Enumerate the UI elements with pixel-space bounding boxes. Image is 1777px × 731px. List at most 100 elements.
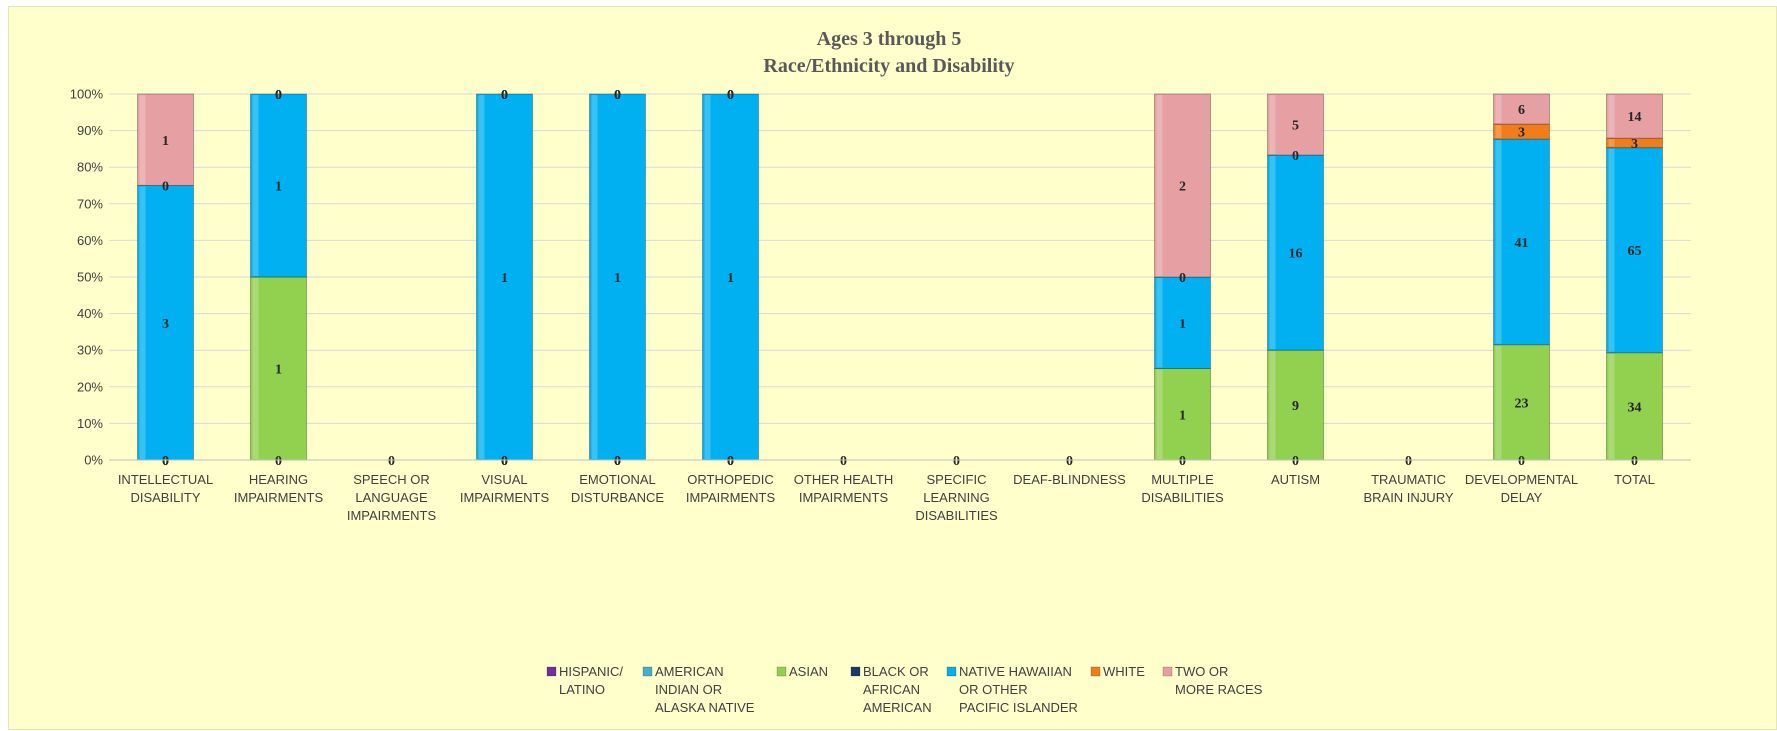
data-label: 9 (1292, 399, 1299, 414)
bar-highlight (1495, 95, 1502, 124)
bar-segment (1267, 93, 1324, 156)
category-label: TOTAL (1614, 472, 1655, 487)
data-label: 0 (1292, 149, 1299, 164)
legend-label: AFRICAN (863, 682, 920, 697)
data-label: 23 (1515, 396, 1529, 411)
data-label: 1 (1179, 408, 1186, 423)
legend-label: AMERICAN (655, 664, 724, 679)
category-label: IMPAIRMENTS (686, 490, 776, 505)
y-tick-label: 30% (77, 343, 103, 358)
y-tick-label: 60% (77, 233, 103, 248)
data-label: 0 (727, 88, 734, 103)
bar-highlight (1608, 353, 1615, 459)
category-label: LANGUAGE (355, 490, 428, 505)
data-label: 0 (501, 88, 508, 103)
legend-swatch (1090, 666, 1101, 677)
category-label: TRAUMATIC (1371, 472, 1446, 487)
data-label: 6 (1518, 103, 1525, 118)
bar-highlight (1269, 351, 1276, 459)
data-label: 0 (388, 454, 395, 469)
bar-highlight (1156, 95, 1163, 276)
data-label: 0 (614, 88, 621, 103)
data-label: 0 (1405, 454, 1412, 469)
category-label: DEAF-BLINDNESS (1013, 472, 1126, 487)
data-label: 0 (727, 454, 734, 469)
category-label: DELAY (1501, 490, 1543, 505)
legend-label: MORE RACES (1175, 682, 1263, 697)
category-label: HEARING (249, 472, 308, 487)
bar-segment (137, 93, 194, 186)
chart-title-line: Race/Ethnicity and Disability (763, 55, 1014, 77)
legend-label: AMERICAN (863, 700, 932, 715)
data-label: 0 (1631, 454, 1638, 469)
data-label: 0 (1179, 454, 1186, 469)
bar-highlight (1156, 369, 1163, 459)
bar-highlight (1608, 95, 1615, 138)
data-label: 1 (727, 271, 734, 286)
data-label: 0 (162, 454, 169, 469)
legend-label: BLACK OR (863, 664, 929, 679)
bar-segment (1267, 349, 1324, 461)
bar-segment (1493, 93, 1550, 125)
bar-segment (1154, 93, 1211, 278)
data-label: 0 (953, 454, 960, 469)
bar-segment (1493, 138, 1550, 346)
y-tick-label: 0% (84, 453, 103, 468)
data-label: 0 (501, 454, 508, 469)
category-label: DISTURBANCE (571, 490, 665, 505)
bar-highlight (139, 95, 146, 185)
data-label: 0 (501, 454, 508, 469)
category-label: DISABILITY (130, 490, 200, 505)
category-label: IMPAIRMENTS (460, 490, 550, 505)
category-label: AUTISM (1271, 472, 1320, 487)
data-label: 0 (275, 454, 282, 469)
data-label: 2 (1179, 180, 1186, 195)
data-label: 1 (614, 271, 621, 286)
legend-label: TWO OR (1175, 664, 1228, 679)
category-label: IMPAIRMENTS (799, 490, 889, 505)
data-label: 0 (1066, 454, 1073, 469)
data-label: 3 (162, 317, 169, 332)
bar-segment (250, 276, 307, 461)
bar-segment (476, 93, 533, 461)
data-label: 1 (501, 271, 508, 286)
data-label: 5 (1292, 119, 1299, 134)
bar-highlight (704, 95, 711, 459)
legend-swatch (776, 666, 787, 677)
category-label: IMPAIRMENTS (347, 508, 437, 523)
y-tick-label: 70% (77, 196, 103, 211)
data-label: 0 (727, 88, 734, 103)
category-label: IMPAIRMENTS (234, 490, 324, 505)
data-label: 0 (614, 454, 621, 469)
bar-highlight (1156, 278, 1163, 368)
chart-area: Ages 3 through 5 Race/Ethnicity and Disab… (8, 6, 1777, 730)
data-label: 0 (840, 454, 847, 469)
category-label: VISUAL (481, 472, 527, 487)
bar-highlight (1269, 95, 1276, 154)
data-label: 16 (1289, 247, 1303, 262)
data-label: 0 (275, 88, 282, 103)
bar-highlight (139, 186, 146, 459)
legend-label: WHITE (1103, 664, 1145, 679)
legend-label: PACIFIC ISLANDER (959, 700, 1078, 715)
category-label: BRAIN INJURY (1363, 490, 1453, 505)
category-label: SPEECH OR (353, 472, 430, 487)
data-label: 0 (727, 454, 734, 469)
category-label: INTELLECTUAL (118, 472, 213, 487)
bar-highlight (1495, 140, 1502, 344)
bar-highlight (1269, 156, 1276, 350)
legend-swatch (946, 666, 957, 677)
data-label: 1 (275, 180, 282, 195)
bar-segment (137, 185, 194, 461)
data-label: 1 (275, 363, 282, 378)
bar-segment (589, 93, 646, 461)
data-label: 65 (1628, 244, 1642, 259)
data-label: 0 (1292, 454, 1299, 469)
data-label: 0 (614, 88, 621, 103)
legend-label: ASIAN (789, 664, 828, 679)
bar-segment (1606, 93, 1663, 139)
bar-segment (1606, 352, 1663, 461)
legend-swatch (546, 666, 557, 677)
data-label: 0 (1179, 271, 1186, 286)
category-label: OTHER HEALTH (794, 472, 893, 487)
